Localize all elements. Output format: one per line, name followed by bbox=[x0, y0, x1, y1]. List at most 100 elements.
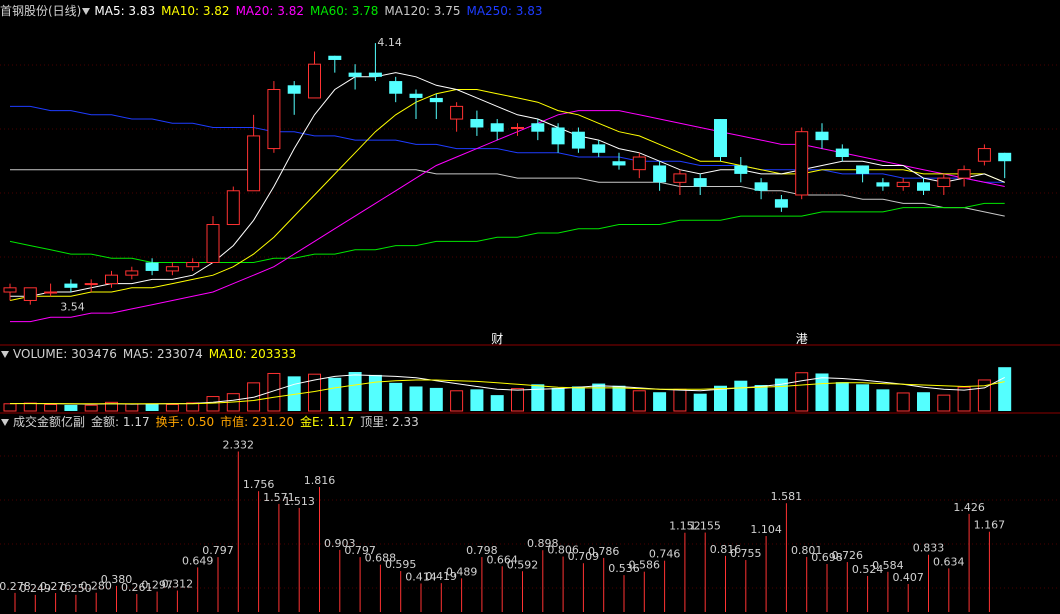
candle-body bbox=[64, 283, 78, 288]
candle-body bbox=[632, 156, 646, 171]
high-price-label: 4.14 bbox=[377, 36, 402, 49]
candle bbox=[998, 152, 1012, 179]
candle bbox=[470, 110, 484, 136]
volume-bar bbox=[531, 384, 545, 411]
amount-value-label: 1.816 bbox=[304, 474, 336, 487]
volume-bar bbox=[348, 372, 362, 411]
volume-ma10-line bbox=[10, 379, 1005, 405]
amount-value-label: 1.513 bbox=[283, 495, 315, 508]
candle-body bbox=[186, 261, 200, 268]
candle-body bbox=[714, 119, 727, 158]
dropdown-arrow-icon[interactable] bbox=[82, 8, 91, 15]
amount-value-label: 0.898 bbox=[527, 537, 559, 550]
volume-bar bbox=[673, 388, 687, 412]
ma10-line bbox=[9, 89, 1005, 301]
candle-body bbox=[856, 165, 870, 174]
stock-title: 首钢股份(日线) bbox=[0, 4, 82, 18]
candle-body bbox=[105, 274, 118, 285]
amount-value-label: 0.903 bbox=[324, 537, 356, 550]
candle bbox=[835, 144, 849, 162]
mktcap-label: 市值: 231.20 bbox=[220, 415, 295, 429]
volume-bar bbox=[84, 404, 98, 412]
amount-value-label: 0.786 bbox=[588, 545, 620, 558]
candle bbox=[531, 119, 545, 141]
amount-value-label: 1.152 bbox=[669, 520, 701, 533]
volume-bar bbox=[734, 380, 748, 411]
volume-bar bbox=[835, 382, 849, 411]
candle bbox=[917, 178, 930, 195]
amount-value-label: 1.756 bbox=[243, 478, 275, 491]
amount-value-label: 0.726 bbox=[832, 549, 864, 562]
candle bbox=[977, 144, 991, 166]
candle-body bbox=[165, 266, 179, 272]
candle bbox=[125, 266, 139, 280]
amount-value-label: 1.155 bbox=[689, 520, 721, 533]
candle-body bbox=[450, 105, 464, 120]
candle-body bbox=[917, 182, 930, 191]
candle-body bbox=[226, 190, 240, 226]
volume-bar bbox=[632, 390, 646, 412]
candle bbox=[308, 51, 321, 99]
candle bbox=[267, 81, 281, 153]
amount-value-label: 0.797 bbox=[344, 544, 376, 557]
candle-body bbox=[896, 181, 910, 188]
candle-body bbox=[693, 178, 707, 187]
candle bbox=[571, 127, 585, 153]
candle-body bbox=[876, 182, 890, 187]
candle bbox=[653, 161, 667, 191]
candle-body bbox=[247, 135, 261, 192]
candle bbox=[734, 157, 748, 183]
amount-value-label: 0.380 bbox=[101, 573, 133, 586]
candle bbox=[389, 76, 403, 103]
candle-body bbox=[612, 161, 626, 166]
volume-bar bbox=[44, 404, 58, 412]
amount-value-label: 0.698 bbox=[811, 551, 843, 564]
volume-bar bbox=[450, 390, 464, 412]
candle-body bbox=[977, 148, 991, 162]
amount-value-label: 0.524 bbox=[852, 563, 884, 576]
candle bbox=[23, 287, 37, 305]
candle bbox=[186, 258, 200, 271]
candle bbox=[206, 216, 220, 263]
candle-body bbox=[84, 283, 98, 286]
candle bbox=[795, 127, 809, 200]
amount-value-label: 0.250 bbox=[60, 582, 92, 595]
ma20-line bbox=[10, 110, 1005, 323]
candle-body bbox=[206, 224, 220, 263]
event-marker: 港 bbox=[796, 332, 808, 346]
volume-bar bbox=[977, 379, 991, 412]
volume-bar bbox=[206, 396, 220, 412]
candle bbox=[328, 55, 342, 73]
candle bbox=[490, 119, 504, 141]
candle-body bbox=[937, 177, 951, 188]
candle bbox=[105, 270, 118, 288]
volume-bar bbox=[612, 385, 626, 411]
candle-body bbox=[998, 152, 1012, 162]
dropdown-arrow-icon[interactable] bbox=[1, 351, 9, 358]
amount-value-label: 0.261 bbox=[121, 581, 153, 594]
candle-body bbox=[835, 148, 849, 158]
volume-bar bbox=[64, 404, 78, 411]
amount-value-label: 0.586 bbox=[629, 559, 661, 572]
volume-bar bbox=[429, 387, 443, 411]
volume-bar bbox=[754, 385, 768, 411]
candle bbox=[815, 123, 829, 149]
candle bbox=[612, 152, 626, 170]
amount-value-label: 0.755 bbox=[730, 547, 762, 560]
volume-bar bbox=[470, 389, 484, 411]
dropdown-arrow-icon[interactable] bbox=[1, 419, 9, 426]
candle bbox=[409, 89, 423, 120]
amount-value-label: 2.332 bbox=[223, 439, 255, 452]
amount-value-label: 1.426 bbox=[953, 501, 985, 514]
kline-header: 首钢股份(日线) MA5: 3.83 MA10: 3.82 MA20: 3.82 MA6… bbox=[0, 2, 549, 20]
amount-value-label: 0.407 bbox=[892, 571, 924, 584]
amount-value-label: 0.595 bbox=[385, 558, 417, 571]
ma250-line bbox=[10, 105, 1005, 183]
candle bbox=[165, 262, 179, 276]
volume-bar bbox=[856, 384, 870, 411]
candle-body bbox=[145, 262, 159, 271]
amount-value-label: 0.536 bbox=[608, 562, 640, 575]
top-label: 顶里: 2.33 bbox=[360, 415, 419, 429]
candle-body bbox=[308, 63, 321, 99]
